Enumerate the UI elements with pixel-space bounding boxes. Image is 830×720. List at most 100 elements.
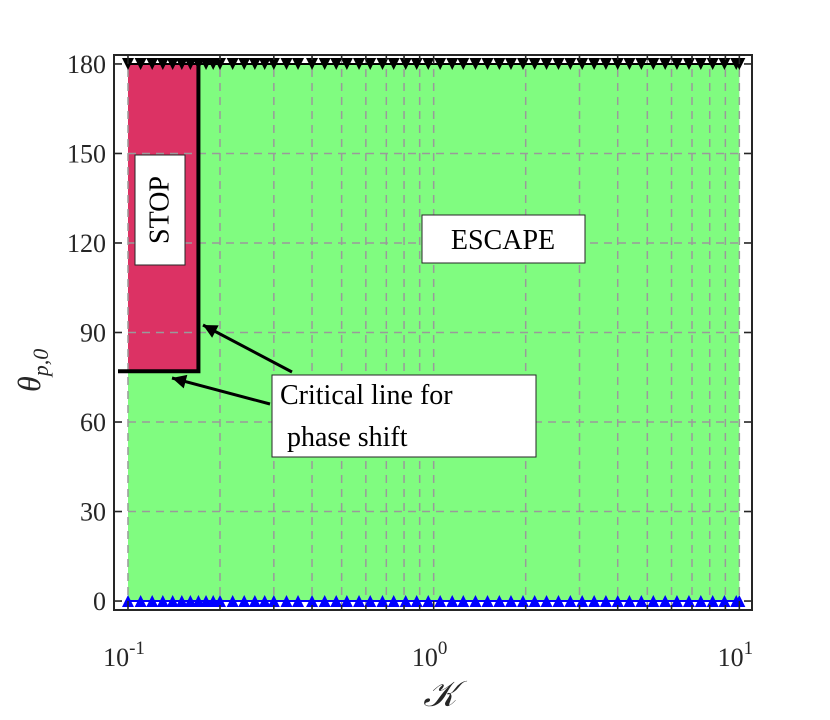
marker-top xyxy=(599,57,612,70)
marker-top xyxy=(694,57,707,70)
marker-bottom xyxy=(682,595,695,608)
marker-top xyxy=(258,57,271,70)
tick-marks xyxy=(114,55,752,610)
y-axis-label-main: θ xyxy=(11,376,47,392)
marker-top xyxy=(670,57,683,70)
marker-top xyxy=(481,57,494,70)
x-tick-labels: 10-1 100 101 xyxy=(103,638,753,672)
marker-bottom xyxy=(422,595,435,608)
marker-bottom xyxy=(134,595,147,608)
marker-bottom xyxy=(552,595,565,608)
marker-bottom xyxy=(364,595,377,608)
marker-top xyxy=(611,57,624,70)
critical-line-path xyxy=(118,63,201,374)
marker-top xyxy=(340,57,353,70)
marker-top xyxy=(134,57,147,70)
marker-top xyxy=(238,57,251,70)
annotation-line-1: Critical line for xyxy=(280,380,453,411)
y-tick-label: 0 xyxy=(93,587,106,616)
marker-top xyxy=(552,57,565,70)
marker-bottom xyxy=(564,595,577,608)
marker-top xyxy=(434,57,447,70)
marker-top xyxy=(280,57,293,70)
marker-top xyxy=(175,57,188,70)
y-axis-label-subscript: p,0 xyxy=(28,349,53,379)
marker-top xyxy=(457,57,470,70)
marker-bottom xyxy=(694,595,707,608)
marker-top xyxy=(267,57,280,70)
x-tick-label: 100 xyxy=(412,638,448,672)
x-tick-label-base: 10 xyxy=(103,643,129,672)
marker-bottom xyxy=(457,595,470,608)
marker-bottom xyxy=(192,595,205,608)
marker-bottom xyxy=(184,595,197,608)
marker-bottom xyxy=(156,595,169,608)
marker-top xyxy=(528,57,541,70)
marker-top xyxy=(504,57,517,70)
marker-bottom xyxy=(267,595,280,608)
marker-bottom xyxy=(340,595,353,608)
marker-top xyxy=(214,57,227,70)
marker-top xyxy=(364,57,377,70)
marker-top xyxy=(493,57,506,70)
escape-label-box xyxy=(421,214,586,264)
annotation-box xyxy=(271,374,537,458)
marker-bottom xyxy=(647,595,660,608)
marker-bottom xyxy=(376,595,389,608)
x-tick-label-base: 10 xyxy=(412,643,438,672)
marker-top xyxy=(564,57,577,70)
y-tick-label: 150 xyxy=(67,139,106,168)
marker-top xyxy=(184,57,197,70)
annotation-arrow-upper xyxy=(202,323,293,374)
marker-top xyxy=(318,57,331,70)
marker-bottom xyxy=(318,595,331,608)
marker-bottom xyxy=(175,595,188,608)
x-tick-label: 10-1 xyxy=(103,638,145,672)
marker-bottom xyxy=(576,595,589,608)
marker-bottom xyxy=(280,595,293,608)
y-tick-label: 30 xyxy=(80,498,106,527)
x-tick-label-exponent: 0 xyxy=(438,638,448,659)
marker-bottom xyxy=(306,595,319,608)
marker-bottom xyxy=(410,595,423,608)
y-axis-label-text: θp,0 xyxy=(11,349,53,392)
marker-bottom xyxy=(517,595,530,608)
marker-bottom xyxy=(540,595,553,608)
x-tick-label-exponent: -1 xyxy=(129,638,145,659)
marker-top xyxy=(446,57,459,70)
marker-top xyxy=(659,57,672,70)
marker-top xyxy=(166,57,179,70)
marker-bottom xyxy=(146,595,159,608)
marker-top xyxy=(376,57,389,70)
y-axis-label: θp,0 xyxy=(11,349,53,392)
stop-label-text: STOP xyxy=(145,176,176,244)
x-tick-label-exponent: 1 xyxy=(744,638,754,659)
marker-top xyxy=(226,57,239,70)
y-tick-label: 90 xyxy=(80,319,106,348)
marker-bottom xyxy=(387,595,400,608)
y-tick-label: 60 xyxy=(80,408,106,437)
marker-top xyxy=(540,57,553,70)
marker-top xyxy=(353,57,366,70)
escape-label: ESCAPE xyxy=(421,214,586,264)
marker-bottom xyxy=(238,595,251,608)
marker-bottom xyxy=(718,595,731,608)
marker-bottom xyxy=(588,595,601,608)
marker-top xyxy=(588,57,601,70)
annotation-arrow-lower-head xyxy=(172,374,188,389)
marker-bottom xyxy=(599,595,612,608)
marker-top xyxy=(469,57,482,70)
marker-top xyxy=(718,57,731,70)
marker-bottom xyxy=(353,595,366,608)
marker-top xyxy=(387,57,400,70)
marker-bottom xyxy=(528,595,541,608)
marker-top xyxy=(146,57,159,70)
marker-bottom xyxy=(635,595,648,608)
marker-bottom xyxy=(292,595,305,608)
marker-bottom xyxy=(706,595,719,608)
marker-bottom xyxy=(469,595,482,608)
critical-line xyxy=(118,63,201,374)
y-tick-labels: 0 30 60 90 120 150 180 xyxy=(67,50,106,616)
marker-top xyxy=(623,57,636,70)
